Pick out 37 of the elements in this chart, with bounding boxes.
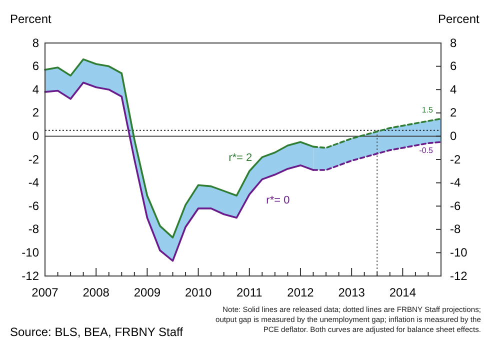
x-tick-label: 2013 [338,286,366,300]
y-tick-label: 4 [32,82,40,96]
series-label: r*= 0 [266,194,290,206]
y2-tick-label: -12 [450,268,468,283]
y-tick-label: 6 [32,59,40,74]
y-tick-label: 0 [32,129,40,144]
y-tick-label: -2 [28,152,40,166]
y-tick-label: -6 [28,198,40,213]
data-label: -0.5 [419,146,434,156]
y-tick-label: -8 [28,222,40,236]
y2-tick-label: -8 [450,222,461,236]
x-tick-label: 2012 [287,286,314,300]
x-tick-label: 2014 [389,286,416,300]
y2-tick-label: -2 [450,152,461,166]
y2-tick-label: -10 [450,246,468,260]
source-note: Source: BLS, BEA, FRBNY Staff [10,325,184,339]
y-tick-label: -12 [22,268,40,283]
y2-tick-label: -4 [450,176,461,190]
x-tick-label: 2011 [236,286,263,300]
y2-axis-title: Percent [438,12,480,26]
y-tick-label: -4 [28,176,40,190]
y2-tick-label: 2 [450,106,457,120]
y2-tick-label: 0 [450,129,457,144]
series-label: r*= 2 [228,152,252,164]
data-label: 1.5 [422,106,434,115]
y-axis-title: Percent [10,12,52,26]
y2-tick-label: 8 [450,36,457,50]
y-tick-label: 8 [32,36,40,50]
x-tick-label: 2010 [184,286,212,300]
y-tick-label: -10 [22,246,40,260]
y-tick-label: 2 [32,106,40,120]
x-tick-label: 2009 [134,286,161,300]
x-tick-label: 2007 [32,286,59,300]
y2-tick-label: 6 [450,59,457,74]
y2-tick-label: 4 [450,82,457,96]
x-tick-label: 2008 [82,286,110,300]
y2-tick-label: -6 [450,198,461,213]
